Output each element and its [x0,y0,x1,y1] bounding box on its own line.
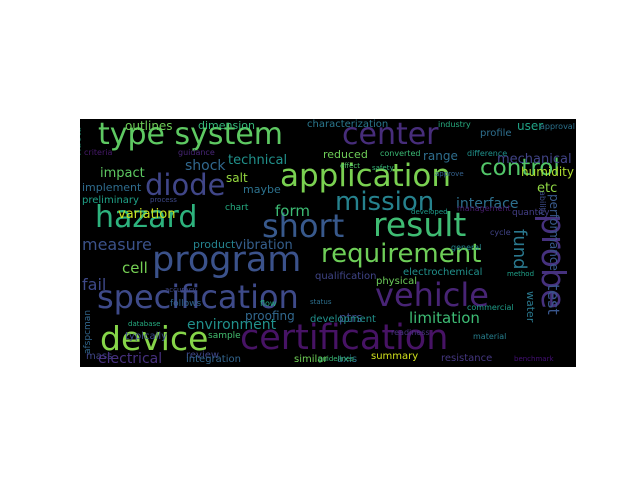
word-guidelines: guidelines [318,355,354,363]
word-effect: effect [340,162,361,170]
word-status: status [310,298,332,306]
word-mission: mission [335,187,435,217]
word-water: water [524,291,537,323]
word-cloud: type system center application hazard diode m… [80,119,576,367]
word-profile: profile [480,128,512,139]
word-fail: fail [82,275,107,294]
word-type-system: type system [98,119,284,152]
word-impact: impact [100,166,145,181]
word-chart: chart [225,203,249,213]
word-developed: developed [411,208,448,216]
word-difference: difference [467,149,508,158]
word-cell: cell [122,259,148,277]
word-readiness: readiness [391,328,430,337]
word-guidance: guidance [178,148,215,157]
word-variation: variation [118,207,176,222]
word-outlines: outlines [125,119,173,133]
word-resistance: resistance [441,353,493,364]
word-measure: measure [82,235,152,254]
word-application: application [280,158,451,194]
word-electrical: electrical [98,351,163,367]
word-accuracy: accuracy [165,286,197,294]
word-database: database [128,320,161,328]
word-flow: flow [260,299,277,308]
word-converted: converted [380,149,421,158]
word-follows: follows [170,299,202,309]
word-integration: integration [186,354,241,365]
word-reduced: reduced [323,148,368,161]
word-program: program [152,240,302,280]
word-product: product [193,238,236,251]
word-dimension: dimension [198,119,255,132]
word-center: center [342,119,439,152]
word-axis: axis [337,354,358,365]
word-afspcman: afspcman [83,309,93,354]
word-similar: similar [294,354,328,365]
word-performance: performance [547,194,561,271]
word-criteria: criteria [84,148,113,157]
word-typically: typically [125,331,168,342]
word-certification: certification [240,318,449,358]
word-etc: etc [537,181,558,196]
word-electrochemical: electrochemical [403,267,483,278]
word-approval: approval [540,122,575,131]
word-test: test [544,284,563,315]
word-implement: implement [82,181,142,194]
word-preliminary: preliminary [82,195,139,206]
word-user: user [517,119,544,133]
word-summary: summary [371,351,419,362]
word-fund: fund [509,229,530,270]
word-safety: safety [372,164,394,172]
word-shock: shock [185,158,226,174]
word-environment: environment [187,317,277,333]
word-development: development [310,314,376,325]
word-benchmark: benchmark [514,355,554,363]
word-vibration: vibration [235,238,293,253]
word-vehicle: vehicle [375,276,489,314]
word-humidity: humidity [521,165,574,179]
word-physical: physical [376,276,417,287]
word-requirement: requirement [321,239,482,269]
word-device: device [100,319,209,358]
word-cycle: cycle [490,228,511,237]
word-many: many [80,127,83,156]
word-form: form [275,202,310,220]
word-salt: salt [226,171,248,185]
word-material: material [473,332,507,341]
word-general: general [451,243,482,252]
word-industry: industry [438,120,471,129]
word-ptrs: ptrs [339,311,363,325]
word-diode: diode [145,168,226,202]
word-method: method [507,270,535,278]
word-qualification: qualification [315,271,377,282]
word-commercial: commercial [467,303,514,312]
word-proofing: proofing [245,309,295,323]
word-specification: specification [97,278,299,316]
word-short: short [262,207,345,245]
word-mass: mass [86,351,113,362]
word-interface: interface [456,196,519,212]
word-sample: sample [208,331,241,341]
word-approve: approve [435,170,464,178]
word-management: management [457,204,511,213]
word-result: result [373,205,467,244]
word-hazard: hazard [95,200,198,235]
word-limitation: limitation [409,309,480,327]
word-review: review [186,350,220,361]
word-process: process [150,196,177,204]
word-ability: ability [538,191,547,216]
word-quantity: quantity [512,208,550,218]
word-maybe: maybe [243,183,281,196]
word-technical: technical [228,153,288,168]
word-control: control [480,155,560,181]
word-range: range [423,149,458,163]
word-characterization: characterization [307,119,389,130]
word-mechanical: mechanical [497,152,572,167]
